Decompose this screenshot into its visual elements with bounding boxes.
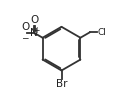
Text: Br: Br (56, 79, 67, 89)
Text: Cl: Cl (98, 28, 107, 37)
Text: O: O (22, 22, 30, 32)
Text: −: − (21, 34, 29, 43)
Text: N: N (30, 28, 38, 38)
Text: O: O (31, 15, 39, 25)
Text: +: + (33, 26, 39, 35)
